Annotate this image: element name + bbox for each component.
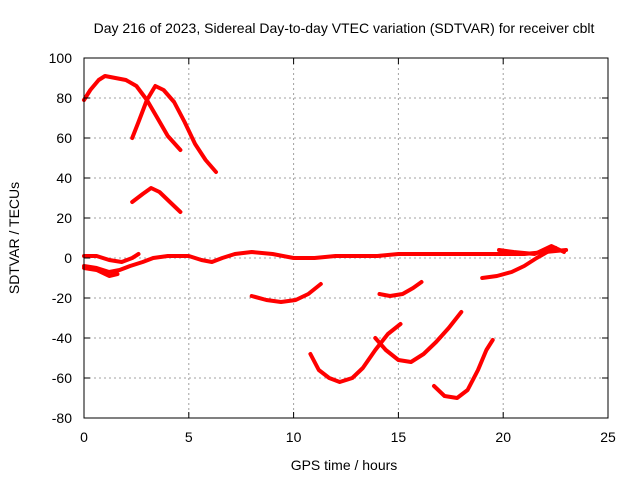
series-layer [82, 74, 569, 400]
x-tick-label: 10 [286, 429, 302, 445]
x-tick-label: 20 [495, 429, 511, 445]
series-arc-mid [130, 186, 183, 214]
series-baseline-a [82, 252, 141, 264]
x-tick-label: 15 [391, 429, 407, 445]
y-tick-label: 80 [56, 90, 72, 106]
y-tick-label: 100 [49, 50, 73, 66]
chart-title: Day 216 of 2023, Sidereal Day-to-day VTE… [94, 20, 595, 36]
grid-layer [84, 58, 608, 418]
series-neg-arc-3 [308, 322, 403, 384]
series-neg-arc-4 [373, 310, 464, 364]
series-neg-arc-5 [432, 338, 495, 400]
y-tick-label: -20 [52, 290, 72, 306]
x-tick-label: 0 [80, 429, 88, 445]
y-tick-label: -80 [52, 410, 72, 426]
y-axis-label: SDTVAR / TECUs [6, 182, 22, 294]
y-tick-label: 20 [56, 210, 72, 226]
tick-layer: 0 5 10 15 20 25 -80 -60 -40 -20 0 20 40 60 80 100 [49, 50, 616, 445]
plot-frame [83, 57, 609, 419]
series-arc-high-1 [82, 74, 183, 152]
series-neg-arc-1 [249, 282, 323, 304]
y-tick-label: 40 [56, 170, 72, 186]
series-baseline-c [82, 266, 120, 278]
x-tick-label: 5 [185, 429, 193, 445]
y-tick-label: 0 [64, 250, 72, 266]
y-tick-label: 60 [56, 130, 72, 146]
y-tick-label: -60 [52, 370, 72, 386]
series-neg-arc-6 [480, 246, 558, 280]
series-baseline-b [82, 248, 569, 274]
x-tick-label: 25 [600, 429, 616, 445]
series-arc-high-2 [130, 84, 218, 174]
y-tick-label: -40 [52, 330, 72, 346]
x-axis-label: GPS time / hours [291, 457, 398, 473]
series-neg-arc-2 [377, 280, 424, 298]
